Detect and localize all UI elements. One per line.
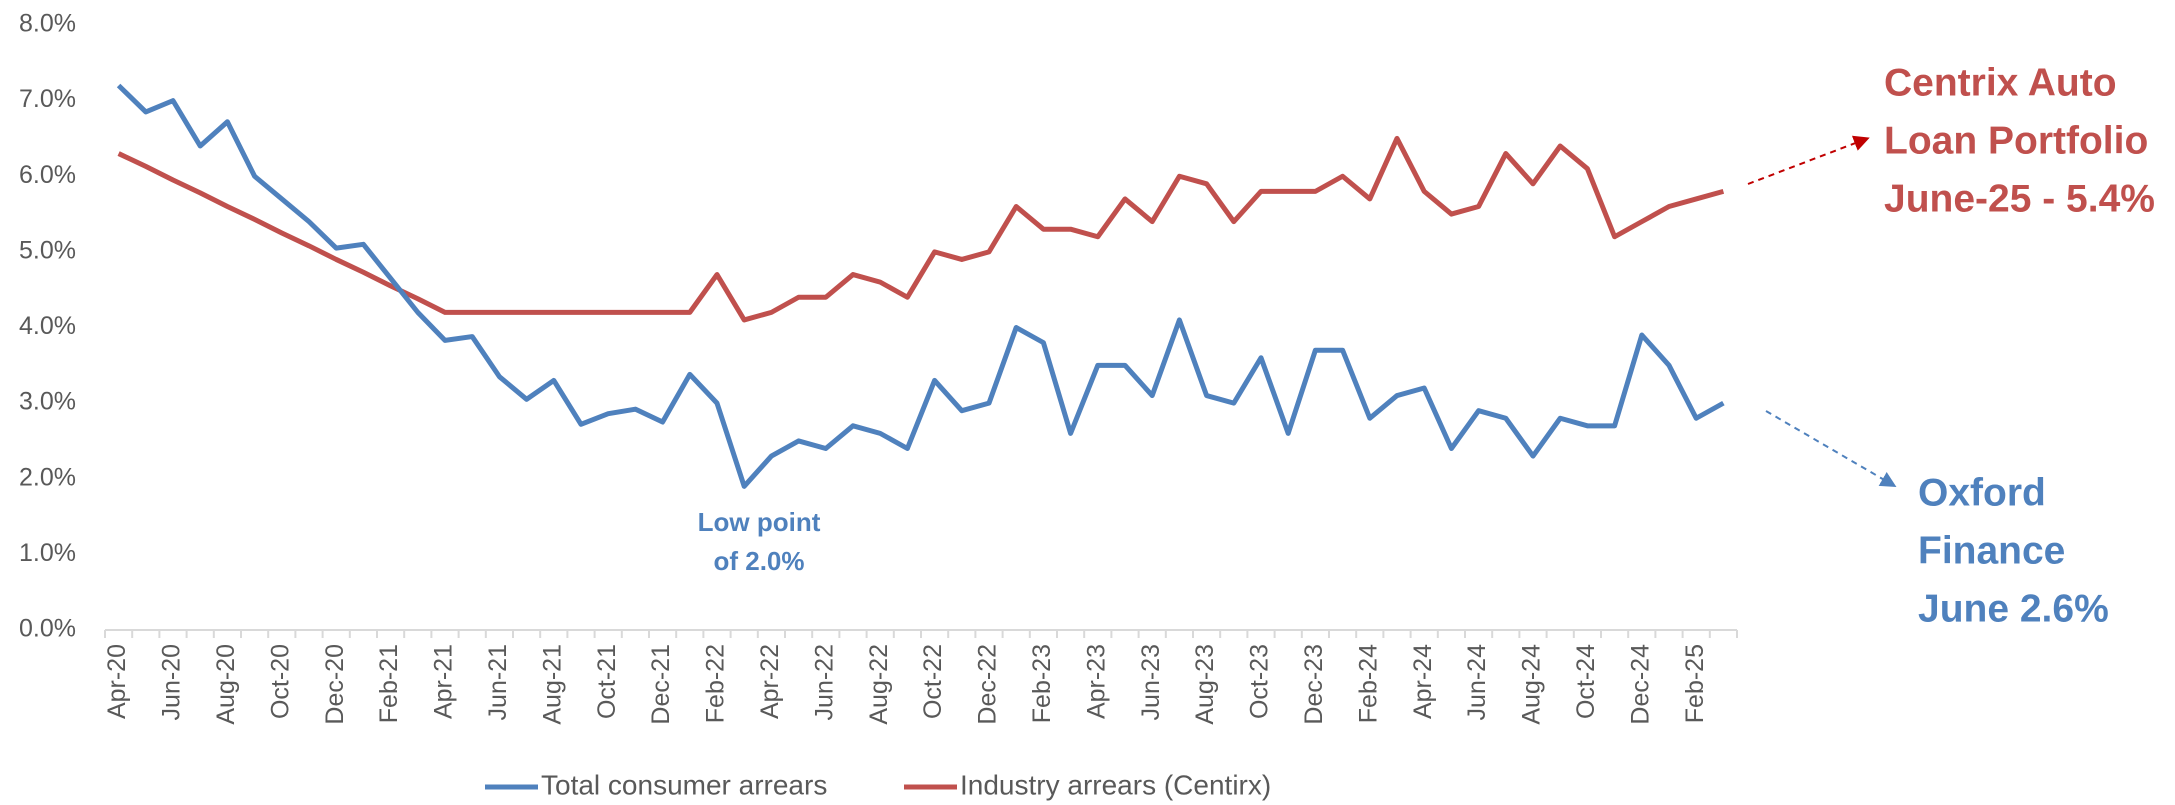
annotation: Loan Portfolio: [1884, 119, 2148, 162]
x-tick-label: Dec-21: [647, 644, 675, 725]
x-tick-label: Dec-24: [1626, 644, 1654, 725]
y-tick-label: 2.0%: [19, 463, 76, 491]
x-tick-label: Feb-25: [1681, 644, 1709, 723]
x-tick-label: Jun-21: [484, 644, 512, 720]
x-tick-label: Aug-20: [212, 644, 240, 725]
series-line: [116, 83, 1725, 489]
arrow: [1747, 135, 1870, 185]
legend-label: Industry arrears (Centirx): [960, 769, 1271, 800]
x-tick-label: Jun-23: [1137, 644, 1165, 720]
x-tick-label: Aug-24: [1518, 644, 1546, 725]
x-tick-label: Oct-21: [593, 644, 621, 719]
annotation: Oxford: [1918, 471, 2046, 514]
annotation: Finance: [1918, 529, 2065, 572]
annotation: June-25 - 5.4%: [1884, 177, 2155, 220]
y-tick-label: 0.0%: [19, 615, 76, 643]
x-tick-label: Feb-24: [1354, 644, 1382, 723]
x-tick-label: Apr-20: [103, 644, 131, 719]
y-tick-label: 8.0%: [19, 10, 76, 38]
series-line: [117, 135, 1725, 323]
x-tick-label: Oct-22: [919, 644, 947, 719]
y-tick-label: 7.0%: [19, 85, 76, 113]
x-tick-label: Feb-22: [702, 644, 730, 723]
x-tick-label: Dec-22: [974, 644, 1002, 725]
annotation: June 2.6%: [1918, 587, 2109, 630]
y-tick-label: 3.0%: [19, 388, 76, 416]
x-tick-label: Oct-24: [1572, 644, 1600, 719]
x-tick-label: Apr-23: [1082, 644, 1110, 719]
x-tick-label: Apr-22: [756, 644, 784, 719]
x-tick-label: Oct-20: [266, 644, 294, 719]
annotation: Centrix Auto: [1884, 61, 2117, 104]
x-tick-label: Dec-20: [321, 644, 349, 725]
x-tick-label: Aug-23: [1191, 644, 1219, 725]
y-tick-label: 4.0%: [19, 312, 76, 340]
annotation: Low point: [698, 507, 821, 537]
x-tick-label: Jun-24: [1463, 644, 1491, 721]
arrow: [1765, 410, 1897, 488]
y-tick-label: 5.0%: [19, 236, 76, 264]
x-tick-label: Apr-21: [430, 644, 458, 719]
legend-label: Total consumer arrears: [541, 769, 827, 800]
x-tick-label: Aug-22: [865, 644, 893, 725]
x-tick-label: Oct-23: [1246, 644, 1274, 719]
x-tick-label: Dec-23: [1300, 644, 1328, 725]
x-tick-label: Jun-22: [810, 644, 838, 720]
x-tick-label: Jun-20: [158, 644, 186, 720]
y-tick-label: 6.0%: [19, 161, 76, 189]
annotation: of 2.0%: [713, 546, 804, 576]
x-tick-label: Feb-23: [1028, 644, 1056, 723]
x-tick-label: Feb-21: [375, 644, 403, 723]
x-tick-label: Aug-21: [538, 644, 566, 725]
x-tick-label: Apr-24: [1409, 644, 1437, 719]
y-tick-label: 1.0%: [19, 539, 76, 567]
